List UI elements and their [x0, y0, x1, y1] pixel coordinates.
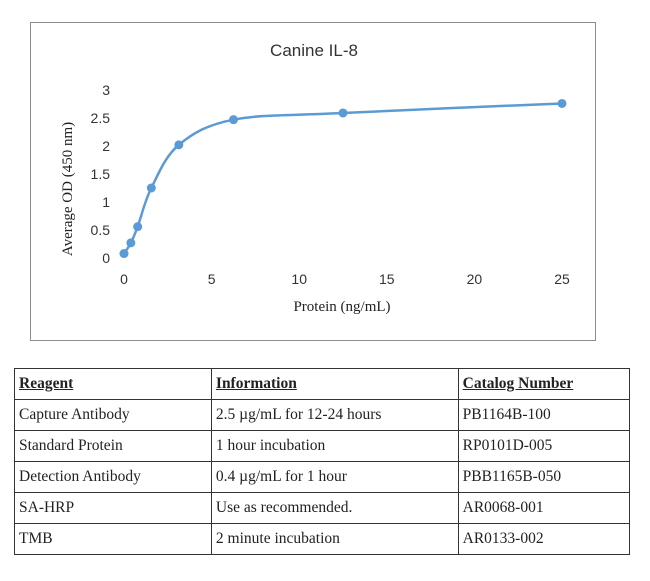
- cell-catalog-number: RP0101D-005: [457, 430, 631, 462]
- chart-title: Canine IL-8: [270, 41, 358, 60]
- header-reagent: Reagent: [14, 368, 212, 400]
- table-row: Standard Protein 1 hour incubation RP010…: [14, 430, 631, 462]
- y-axis-label: Average OD (450 nm): [60, 122, 76, 256]
- cell-catalog-number: PBB1165B-050: [457, 461, 631, 493]
- cell-reagent: Detection Antibody: [14, 461, 212, 493]
- data-point: [557, 98, 567, 108]
- data-point: [126, 238, 136, 248]
- cell-information: 0.4 µg/mL for 1 hour: [210, 461, 459, 493]
- x-tick-label: 5: [208, 271, 216, 287]
- x-axis-ticks: 0 5 10 15 20 25: [120, 271, 570, 287]
- x-tick-label: 10: [291, 271, 307, 287]
- x-tick-label: 0: [120, 271, 128, 287]
- cell-information: 2.5 µg/mL for 12-24 hours: [210, 399, 459, 431]
- table-row: TMB 2 minute incubation AR0133-002: [14, 523, 631, 555]
- x-tick-label: 25: [554, 271, 570, 287]
- table-row: SA-HRP Use as recommended. AR0068-001: [14, 492, 631, 524]
- cell-information: 2 minute incubation: [210, 523, 459, 555]
- cell-information: Use as recommended.: [210, 492, 459, 524]
- chart-svg: Canine IL-8 0 0.5 1 1.5 2 2.5 3 0 5 10 15 20 25 Pro…: [60, 41, 570, 315]
- header-catalog-number: Catalog Number: [457, 368, 631, 400]
- data-point: [229, 115, 238, 125]
- series-points: [119, 98, 567, 259]
- cell-reagent: SA-HRP: [14, 492, 212, 524]
- cell-reagent: TMB: [14, 523, 212, 555]
- cell-catalog-number: AR0068-001: [457, 492, 631, 524]
- x-tick-label: 20: [467, 271, 483, 287]
- data-point: [133, 222, 143, 232]
- y-tick-label: 1: [102, 194, 110, 210]
- table-row: Detection Antibody 0.4 µg/mL for 1 hour …: [14, 461, 631, 493]
- cell-reagent: Capture Antibody: [14, 399, 212, 431]
- x-axis-label: Protein (ng/mL): [293, 299, 390, 315]
- cell-catalog-number: PB1164B-100: [457, 399, 631, 431]
- y-tick-label: 2.5: [91, 110, 111, 126]
- data-point: [146, 183, 156, 193]
- data-point: [174, 140, 184, 150]
- cell-catalog-number: AR0133-002: [457, 523, 631, 555]
- reagent-table: Reagent Information Catalog Number Captu…: [14, 368, 631, 555]
- cell-reagent: Standard Protein: [14, 430, 212, 462]
- chart-frame: Canine IL-8 0 0.5 1 1.5 2 2.5 3 0 5 10 15 20 25 Pro…: [30, 22, 596, 341]
- data-point: [338, 108, 348, 118]
- table-header-row: Reagent Information Catalog Number: [14, 368, 631, 400]
- x-tick-label: 15: [379, 271, 395, 287]
- y-axis-ticks: 0 0.5 1 1.5 2 2.5 3: [91, 82, 111, 266]
- header-information: Information: [210, 368, 459, 400]
- y-tick-label: 0: [102, 250, 110, 266]
- y-tick-label: 1.5: [91, 166, 111, 182]
- series-line: [122, 102, 563, 255]
- y-tick-label: 3: [102, 82, 110, 98]
- y-tick-label: 0.5: [91, 222, 111, 238]
- cell-information: 1 hour incubation: [210, 430, 459, 462]
- data-point: [119, 249, 129, 259]
- y-tick-label: 2: [102, 138, 110, 154]
- table-row: Capture Antibody 2.5 µg/mL for 12-24 hou…: [14, 399, 631, 431]
